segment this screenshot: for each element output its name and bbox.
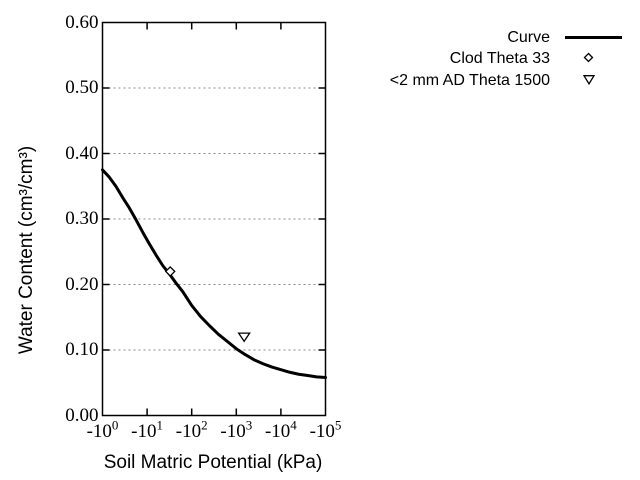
x-tick-base: -10: [309, 421, 335, 442]
x-tick-exponent: 3: [245, 417, 253, 433]
x-axis-title: Soil Matric Potential (kPa): [103, 452, 323, 473]
legend-triangle-sample: [582, 75, 596, 86]
x-tick-exponent: 4: [290, 417, 297, 433]
x-tick-label: -103: [201, 417, 271, 443]
x-tick-base: -10: [86, 421, 112, 442]
x-tick-base: -10: [131, 421, 157, 442]
x-tick-label: -105: [291, 417, 361, 443]
y-axis-title: Water Content (cm³/cm³): [16, 145, 37, 355]
x-tick-exponent: 5: [334, 417, 342, 433]
clod-theta-33-marker: [164, 265, 176, 277]
x-tick-base: -10: [175, 421, 202, 442]
x-tick-label: -101: [112, 417, 182, 443]
legend-label: <2 mm AD Theta 1500: [389, 71, 550, 89]
retention-curve: [101, 168, 327, 380]
y-tick-label: 0.30: [65, 208, 99, 229]
legend-diamond-sample: [583, 52, 594, 63]
ad-theta-1500-marker: [237, 332, 251, 343]
x-tick-label: -102: [157, 417, 227, 443]
legend-label: Clod Theta 33: [449, 49, 550, 67]
y-tick-label: 0.00: [65, 404, 99, 426]
x-tick-base: -10: [264, 421, 291, 442]
x-tick-exponent: 1: [156, 417, 164, 433]
y-tick-label: 0.10: [65, 339, 99, 360]
y-tick-label: 0.20: [65, 273, 99, 295]
y-tick-label: 0.60: [65, 11, 99, 33]
x-tick-base: -10: [220, 421, 246, 442]
x-tick-label: -104: [246, 417, 316, 443]
legend-label: Curve: [507, 28, 550, 46]
x-tick-label: -100: [68, 417, 138, 443]
y-tick-label: 0.40: [65, 142, 99, 164]
y-tick-label: 0.50: [65, 77, 99, 98]
x-tick-exponent: 0: [111, 417, 119, 433]
x-tick-exponent: 2: [201, 417, 208, 433]
